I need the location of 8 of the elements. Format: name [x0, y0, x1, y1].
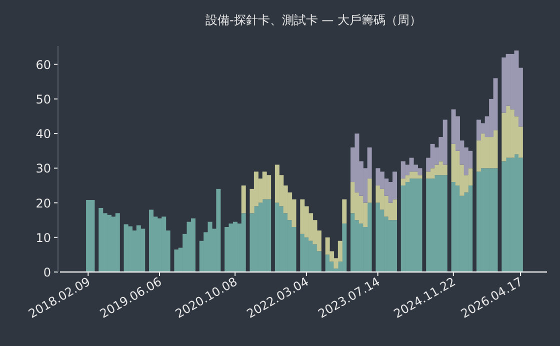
y-tick-label: 60	[36, 58, 51, 72]
y-tick-label: 30	[36, 162, 51, 176]
y-tick-label: 40	[36, 127, 51, 142]
chart-title: 設備-探針卡、測試卡 — 大戶籌碼（周）	[206, 13, 422, 27]
y-tick-label: 20	[36, 196, 51, 210]
y-tick-label: 0	[43, 266, 51, 280]
y-tick-label: 50	[36, 92, 51, 106]
y-tick-label: 10	[36, 230, 51, 245]
